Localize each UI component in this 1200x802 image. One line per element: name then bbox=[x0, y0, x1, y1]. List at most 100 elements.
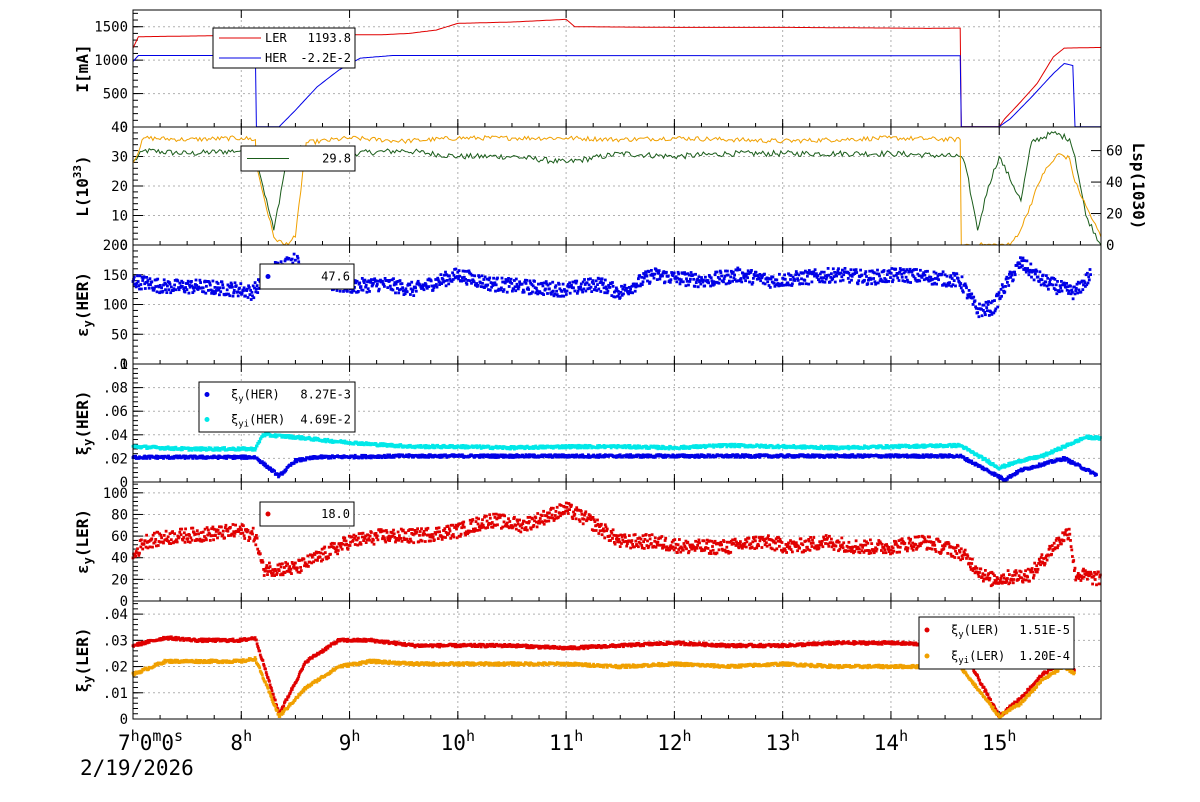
y-tick-label: 20 bbox=[111, 179, 128, 195]
data-dot bbox=[620, 285, 623, 288]
data-dot bbox=[525, 279, 528, 282]
data-dot bbox=[816, 274, 819, 277]
y-axis-label: εy(LER) bbox=[73, 509, 95, 574]
data-dot bbox=[436, 286, 439, 289]
data-dot bbox=[729, 281, 732, 284]
data-dot bbox=[1074, 293, 1077, 296]
data-dot bbox=[722, 280, 725, 283]
data-dot bbox=[477, 284, 480, 287]
data-dot bbox=[481, 274, 484, 277]
data-dot bbox=[702, 279, 705, 282]
data-dot bbox=[993, 299, 996, 302]
data-dot bbox=[834, 281, 837, 284]
data-dot bbox=[886, 273, 889, 276]
data-dot bbox=[496, 277, 499, 280]
data-dot bbox=[984, 313, 987, 316]
data-dot bbox=[542, 285, 545, 288]
data-dot bbox=[389, 285, 392, 288]
data-dot bbox=[950, 274, 953, 277]
data-dot bbox=[1060, 448, 1063, 451]
data-dot bbox=[136, 274, 139, 277]
data-dot bbox=[464, 270, 467, 273]
data-dot bbox=[791, 282, 794, 285]
data-dot bbox=[507, 277, 510, 280]
data-dot bbox=[915, 268, 918, 271]
data-dot bbox=[935, 272, 938, 275]
data-dot bbox=[803, 279, 806, 282]
data-dot bbox=[870, 278, 873, 281]
data-dot bbox=[878, 275, 881, 278]
data-dot bbox=[935, 283, 938, 286]
data-dot bbox=[212, 280, 215, 283]
data-dot bbox=[752, 277, 755, 280]
data-dot bbox=[214, 286, 217, 289]
data-dot bbox=[998, 291, 1001, 294]
data-dot bbox=[533, 280, 536, 283]
data-dot bbox=[839, 280, 842, 283]
data-dot bbox=[694, 285, 697, 288]
data-dot bbox=[806, 275, 809, 278]
data-dot bbox=[844, 267, 847, 270]
data-dot bbox=[1068, 290, 1071, 293]
data-dot bbox=[827, 267, 830, 270]
data-dot bbox=[892, 278, 895, 281]
data-dot bbox=[353, 290, 356, 293]
data-dot bbox=[686, 280, 689, 283]
data-dot bbox=[549, 282, 552, 285]
data-dot bbox=[703, 285, 706, 288]
data-dot bbox=[863, 279, 866, 282]
data-dot bbox=[572, 286, 575, 289]
data-dot bbox=[510, 282, 513, 285]
data-dot bbox=[1001, 283, 1004, 286]
data-dot bbox=[609, 286, 612, 289]
data-dot bbox=[401, 282, 404, 285]
data-dot bbox=[669, 281, 672, 284]
data-dot bbox=[575, 280, 578, 283]
data-dot bbox=[293, 253, 296, 256]
data-dot bbox=[644, 270, 647, 273]
data-dot bbox=[448, 274, 451, 277]
data-dot bbox=[258, 441, 261, 444]
data-dot bbox=[883, 269, 886, 272]
data-dot bbox=[850, 268, 853, 271]
data-dot bbox=[226, 288, 229, 291]
data-dot bbox=[558, 283, 561, 286]
data-dot bbox=[414, 286, 417, 289]
data-dot bbox=[376, 283, 379, 286]
data-dot bbox=[670, 278, 673, 281]
data-dot bbox=[983, 304, 986, 307]
data-dot bbox=[406, 290, 409, 293]
legend-label: LER bbox=[265, 31, 287, 45]
data-dot bbox=[805, 282, 808, 285]
y-tick-label: .06 bbox=[103, 404, 128, 420]
data-dot bbox=[782, 284, 785, 287]
series-dots-0 bbox=[132, 453, 1098, 482]
data-dot bbox=[193, 290, 196, 293]
data-dot bbox=[1054, 278, 1057, 281]
data-dot bbox=[857, 282, 860, 285]
data-dot bbox=[623, 284, 626, 287]
data-dot bbox=[985, 306, 988, 309]
data-dot bbox=[900, 269, 903, 272]
data-dot bbox=[931, 278, 934, 281]
data-dot bbox=[1068, 459, 1071, 462]
data-dot bbox=[763, 273, 766, 276]
data-dot bbox=[581, 291, 584, 294]
data-dot bbox=[256, 284, 259, 287]
data-dot bbox=[370, 278, 373, 281]
data-dot bbox=[658, 269, 661, 272]
data-dot bbox=[783, 274, 786, 277]
data-dot bbox=[280, 260, 283, 263]
data-dot bbox=[244, 295, 247, 298]
data-dot bbox=[716, 271, 719, 274]
data-dot bbox=[415, 290, 418, 293]
data-dot bbox=[617, 290, 620, 293]
data-dot bbox=[589, 277, 592, 280]
data-dot bbox=[646, 280, 649, 283]
data-dot bbox=[1095, 473, 1098, 476]
data-dot bbox=[807, 283, 810, 286]
data-dot bbox=[1076, 292, 1079, 295]
data-dot bbox=[204, 292, 207, 295]
data-dot bbox=[694, 273, 697, 276]
